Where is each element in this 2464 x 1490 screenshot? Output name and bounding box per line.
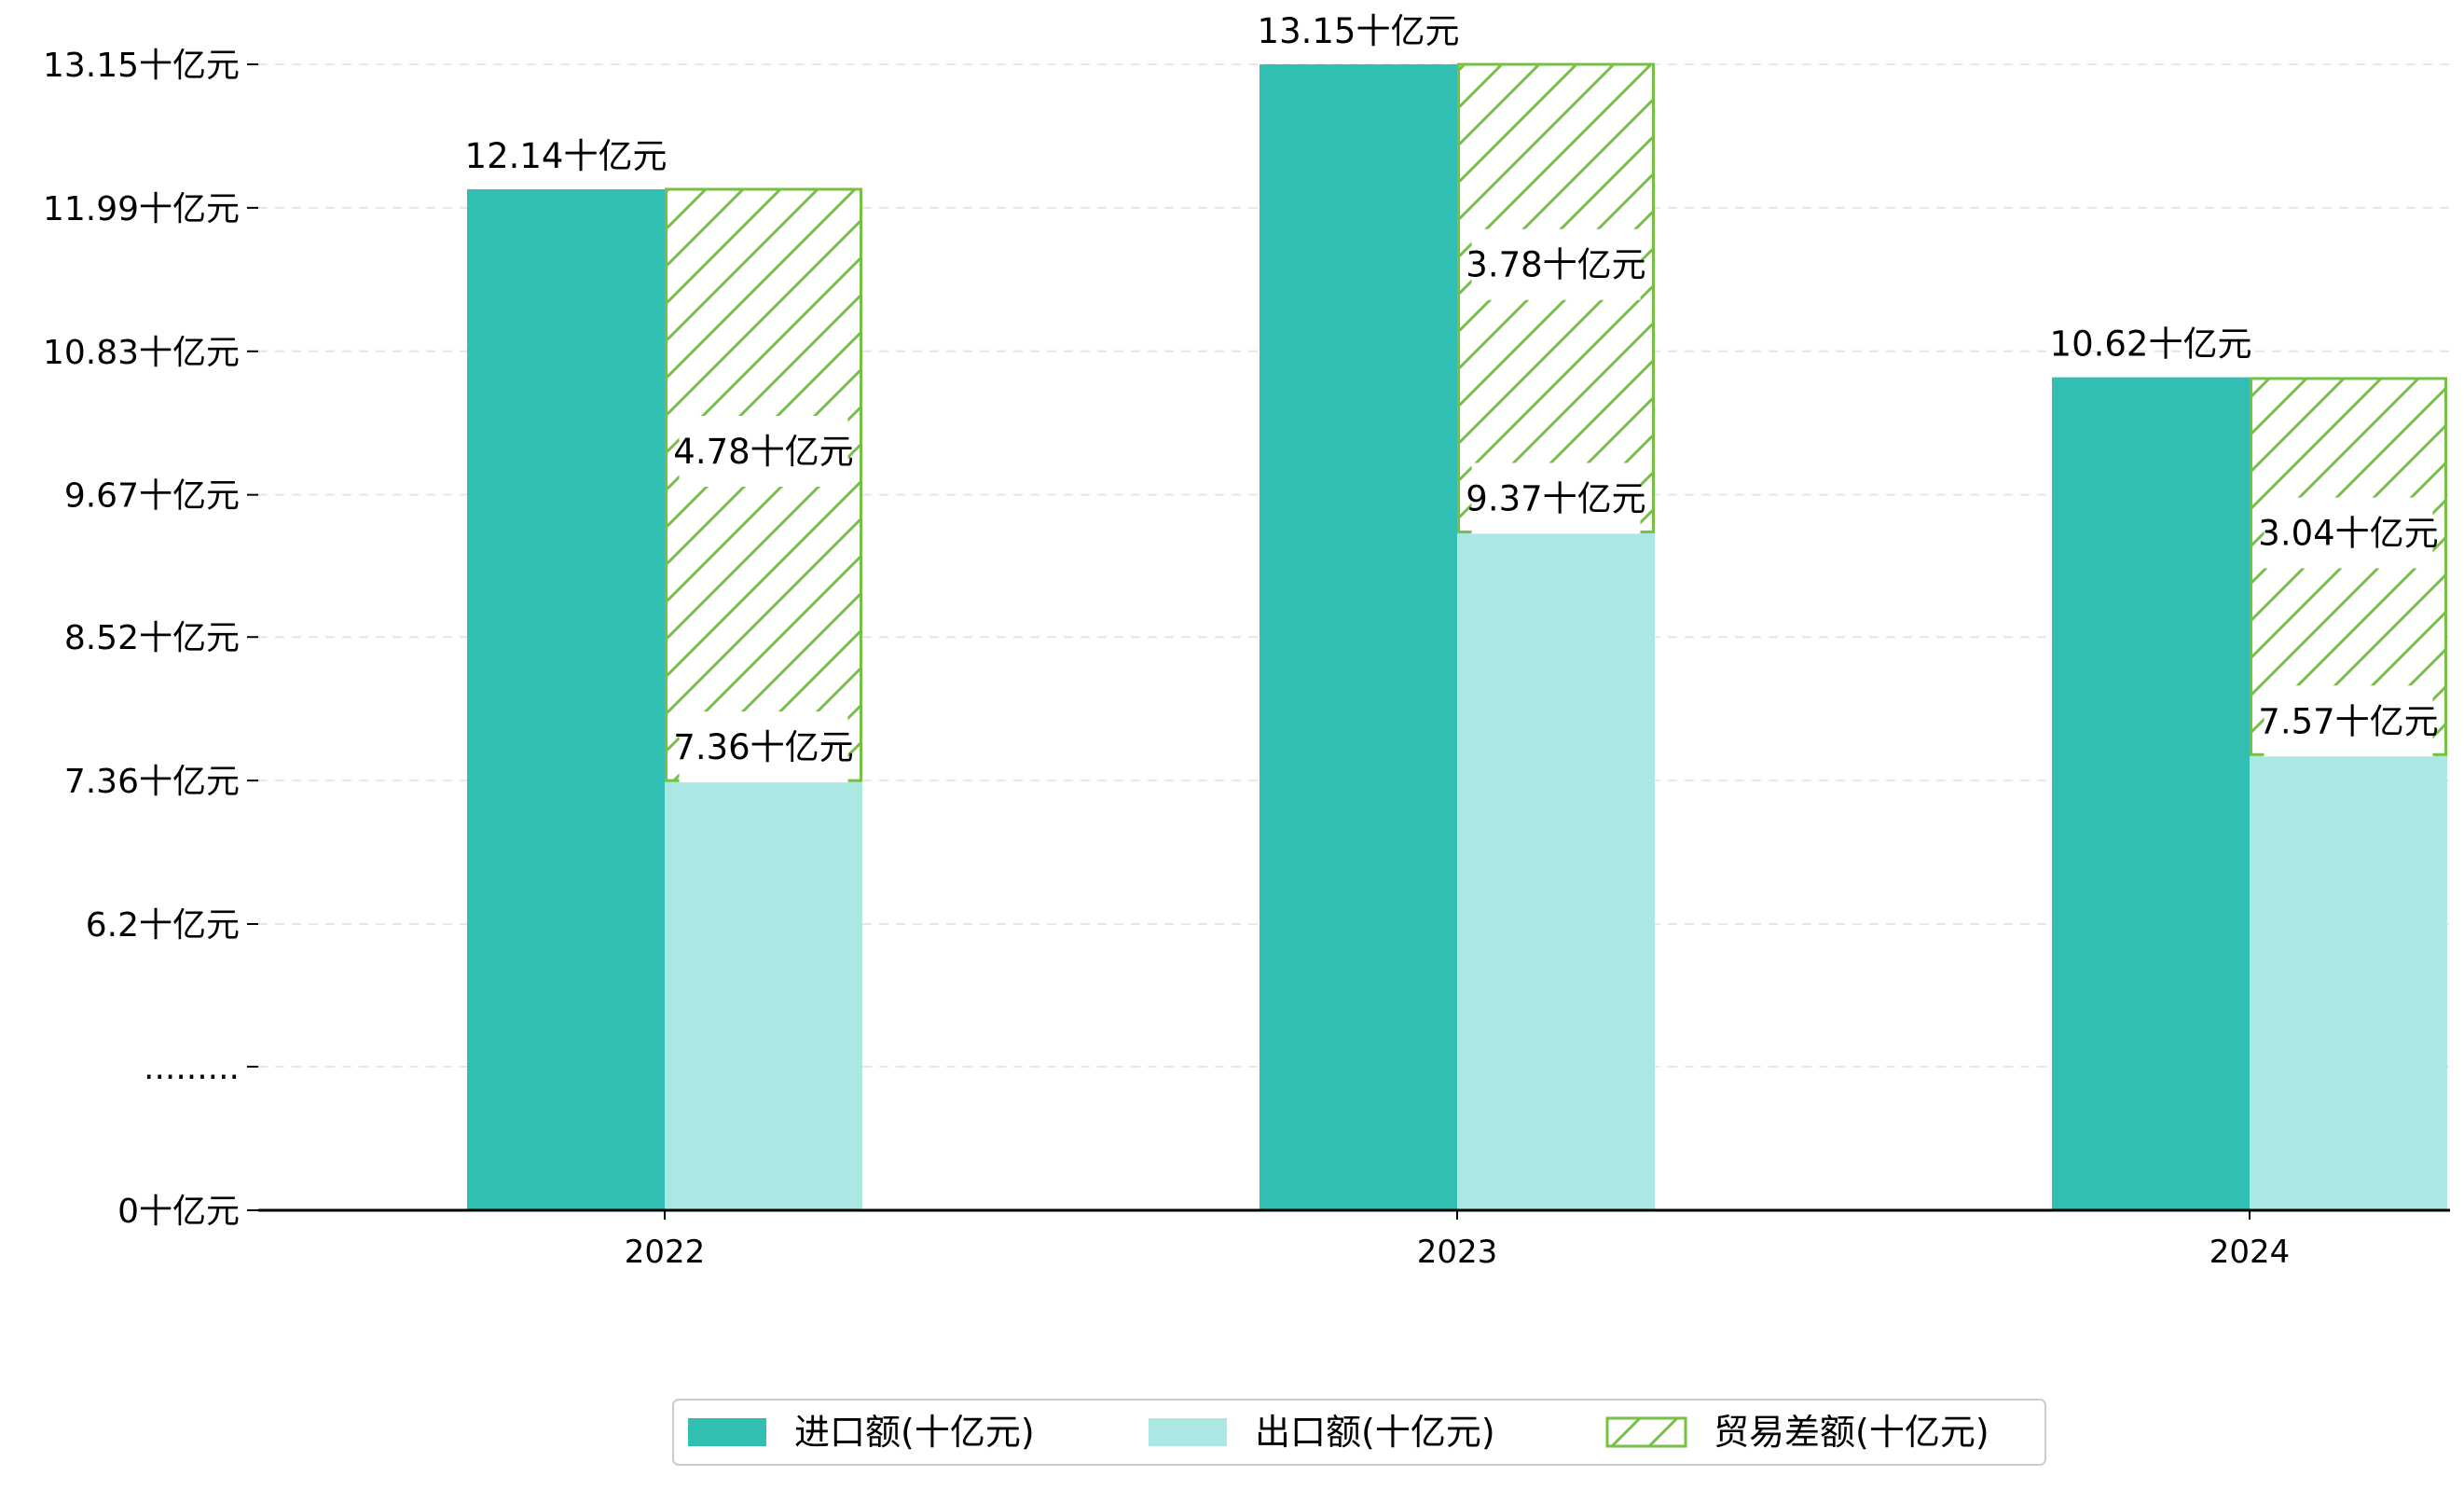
- import-bar: [2052, 377, 2250, 1210]
- value-label-box: [679, 711, 848, 783]
- legend-label: 出口额(十亿元): [1255, 1412, 1495, 1453]
- value-label-box: [1471, 228, 1641, 300]
- value-label: 7.57十亿元: [2258, 701, 2438, 741]
- x-tick-label: 2024: [2209, 1234, 2291, 1271]
- x-tick-label: 2023: [1417, 1234, 1498, 1271]
- export-bar: [2250, 754, 2447, 1210]
- value-label: 3.78十亿元: [1466, 245, 1645, 285]
- y-tick-label: 6.2十亿元: [86, 906, 240, 945]
- value-label: 10.62十亿元: [2050, 324, 2252, 365]
- value-label-box: [1471, 462, 1641, 534]
- legend-label: 进口额(十亿元): [794, 1412, 1035, 1453]
- legend-swatch: [1149, 1418, 1227, 1446]
- export-bar: [665, 780, 862, 1210]
- export-bar: [1457, 531, 1655, 1210]
- import-bar: [467, 188, 665, 1210]
- legend-swatch: [1605, 1416, 1687, 1448]
- y-tick-label: .........: [144, 1049, 240, 1087]
- y-tick-label: 7.36十亿元: [64, 763, 240, 801]
- x-tick-label: 2022: [625, 1234, 706, 1271]
- legend-swatch: [688, 1418, 766, 1446]
- value-label-box: [679, 416, 848, 488]
- value-label: 9.37十亿元: [1466, 478, 1645, 518]
- y-tick-label: 10.83十亿元: [43, 334, 240, 372]
- y-tick-label: 13.15十亿元: [43, 47, 240, 85]
- bars: [467, 62, 2447, 1210]
- y-tick-label: 11.99十亿元: [43, 190, 240, 228]
- import-bar: [1260, 64, 1457, 1210]
- value-label-box: [2264, 497, 2433, 569]
- y-tick-label: 0十亿元: [117, 1193, 240, 1231]
- value-label: 13.15十亿元: [1258, 11, 1460, 51]
- legend: 进口额(十亿元) 出口额(十亿元) 贸易差额(十亿元): [672, 1399, 2046, 1466]
- value-label: 12.14十亿元: [465, 136, 668, 176]
- value-label: 7.36十亿元: [673, 727, 853, 767]
- value-label-box: [2264, 685, 2433, 757]
- legend-label: 贸易差额(十亿元): [1714, 1412, 1989, 1453]
- bar-value-labels: 12.14十亿元 7.36十亿元 4.78十亿元 13.15十亿元 9.37十亿元 3.7…: [465, 11, 2439, 783]
- value-label: 4.78十亿元: [673, 432, 853, 472]
- y-tick-label: 8.52十亿元: [64, 619, 240, 657]
- value-label: 3.04十亿元: [2258, 514, 2438, 554]
- y-tick-label: 9.67十亿元: [64, 477, 240, 516]
- legend-box: [672, 1399, 2046, 1466]
- axes: 0十亿元......... 6.2十亿元 7.36十亿元 8.52十亿元 9.67十亿元…: [43, 47, 2450, 1271]
